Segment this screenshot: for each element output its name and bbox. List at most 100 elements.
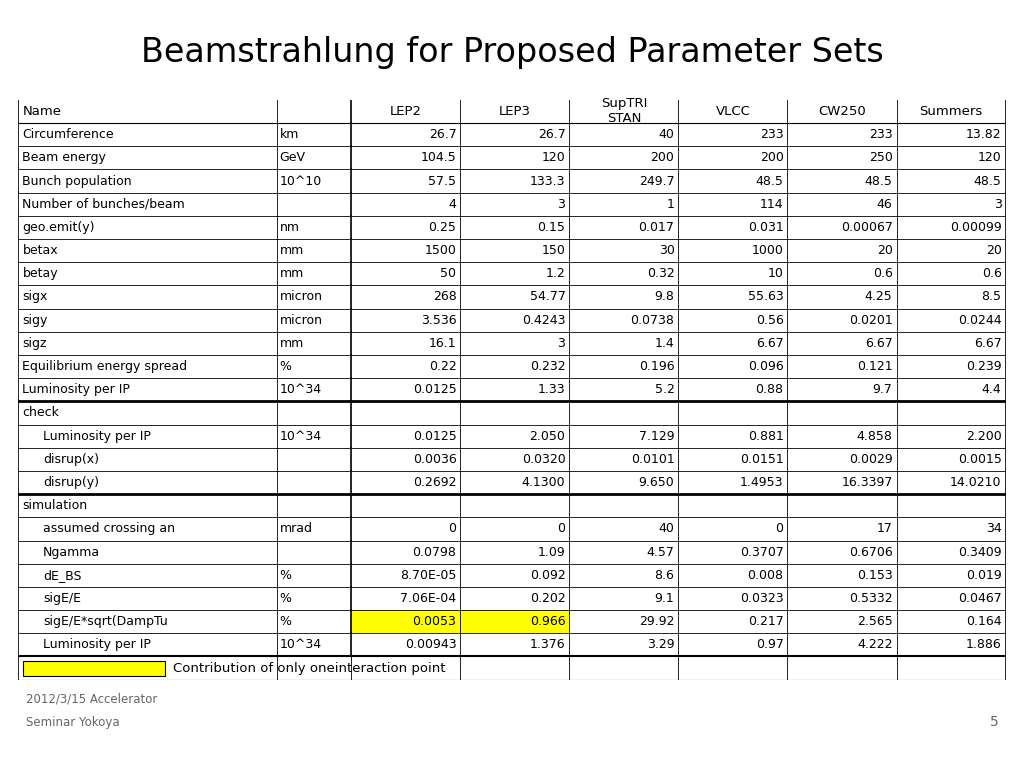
Text: 0.97: 0.97 — [756, 638, 783, 651]
Text: 0.121: 0.121 — [857, 360, 893, 373]
Text: 0.25: 0.25 — [428, 221, 457, 234]
Text: 7.06E-04: 7.06E-04 — [400, 592, 457, 605]
Text: 268: 268 — [433, 290, 457, 303]
Text: 9.8: 9.8 — [654, 290, 675, 303]
Bar — [18, 100, 1006, 123]
Text: 120: 120 — [542, 151, 565, 164]
Bar — [18, 123, 1006, 146]
Text: 200: 200 — [650, 151, 675, 164]
Text: 6.67: 6.67 — [756, 337, 783, 350]
Text: 14.0210: 14.0210 — [950, 476, 1001, 489]
Text: 0.0323: 0.0323 — [740, 592, 783, 605]
Text: dE_BS: dE_BS — [43, 569, 82, 582]
Text: 30: 30 — [658, 244, 675, 257]
Text: 4.858: 4.858 — [857, 429, 893, 442]
Bar — [461, 610, 569, 634]
Text: %: % — [280, 360, 292, 373]
Text: 7.129: 7.129 — [639, 429, 675, 442]
Text: 0.008: 0.008 — [748, 569, 783, 582]
Text: 50: 50 — [440, 267, 457, 280]
Text: 1: 1 — [667, 197, 675, 210]
Text: 5: 5 — [989, 715, 998, 729]
Bar — [18, 332, 1006, 355]
Text: 114: 114 — [760, 197, 783, 210]
Text: simulation: simulation — [23, 499, 87, 512]
Bar — [351, 610, 461, 634]
Text: 133.3: 133.3 — [530, 174, 565, 187]
Bar — [18, 286, 1006, 309]
Text: 0.3707: 0.3707 — [739, 545, 783, 558]
Text: 13.82: 13.82 — [966, 128, 1001, 141]
Text: 55.63: 55.63 — [748, 290, 783, 303]
Text: 0.3409: 0.3409 — [958, 545, 1001, 558]
Text: sigz: sigz — [23, 337, 47, 350]
Text: 0.031: 0.031 — [748, 221, 783, 234]
Text: 10^34: 10^34 — [280, 429, 322, 442]
Text: 16.1: 16.1 — [429, 337, 457, 350]
Text: 0.0029: 0.0029 — [849, 453, 893, 466]
Text: 150: 150 — [542, 244, 565, 257]
Text: 4.222: 4.222 — [857, 638, 893, 651]
Text: 104.5: 104.5 — [421, 151, 457, 164]
Text: Bunch population: Bunch population — [23, 174, 132, 187]
Text: mm: mm — [280, 244, 304, 257]
Text: 0.0151: 0.0151 — [739, 453, 783, 466]
Text: sigx: sigx — [23, 290, 48, 303]
Bar — [18, 193, 1006, 216]
Text: 17: 17 — [877, 522, 893, 535]
Bar — [18, 541, 1006, 564]
Text: 0.092: 0.092 — [529, 569, 565, 582]
Text: 46: 46 — [877, 197, 893, 210]
Text: 8.70E-05: 8.70E-05 — [400, 569, 457, 582]
Text: 0.153: 0.153 — [857, 569, 893, 582]
Text: 48.5: 48.5 — [756, 174, 783, 187]
Text: 10^34: 10^34 — [280, 638, 322, 651]
Text: 20: 20 — [986, 244, 1001, 257]
Text: 10^34: 10^34 — [280, 383, 322, 396]
Text: 4.1300: 4.1300 — [522, 476, 565, 489]
Text: km: km — [280, 128, 299, 141]
Text: 10^10: 10^10 — [280, 174, 322, 187]
Text: Name: Name — [23, 105, 61, 118]
Text: 0.0125: 0.0125 — [413, 383, 457, 396]
Text: 1.4953: 1.4953 — [740, 476, 783, 489]
Text: %: % — [280, 592, 292, 605]
Text: 0.6706: 0.6706 — [849, 545, 893, 558]
Text: 0.164: 0.164 — [966, 615, 1001, 628]
Text: 0.232: 0.232 — [529, 360, 565, 373]
Text: 26.7: 26.7 — [538, 128, 565, 141]
Text: 0.5332: 0.5332 — [849, 592, 893, 605]
Text: mrad: mrad — [280, 522, 312, 535]
Text: disrup(y): disrup(y) — [43, 476, 99, 489]
Text: 1000: 1000 — [752, 244, 783, 257]
Text: 9.1: 9.1 — [654, 592, 675, 605]
Text: 26.7: 26.7 — [429, 128, 457, 141]
Text: 2.200: 2.200 — [966, 429, 1001, 442]
Text: sigE/E: sigE/E — [43, 592, 81, 605]
Bar — [18, 262, 1006, 286]
Text: Seminar Yokoya: Seminar Yokoya — [26, 716, 119, 729]
Bar — [18, 587, 1006, 610]
Text: 1.2: 1.2 — [546, 267, 565, 280]
Text: 0.00943: 0.00943 — [404, 638, 457, 651]
Text: 54.77: 54.77 — [529, 290, 565, 303]
Bar — [18, 494, 1006, 518]
Text: 120: 120 — [978, 151, 1001, 164]
Text: 0.0125: 0.0125 — [413, 429, 457, 442]
Bar — [18, 518, 1006, 541]
Text: 3: 3 — [558, 337, 565, 350]
Text: 4.57: 4.57 — [646, 545, 675, 558]
Text: 0.0320: 0.0320 — [521, 453, 565, 466]
Text: 0.0053: 0.0053 — [413, 615, 457, 628]
Text: mm: mm — [280, 267, 304, 280]
Text: Luminosity per IP: Luminosity per IP — [43, 638, 151, 651]
Text: 4.25: 4.25 — [865, 290, 893, 303]
Text: 40: 40 — [658, 522, 675, 535]
Text: micron: micron — [280, 290, 323, 303]
Text: Circumference: Circumference — [23, 128, 114, 141]
Text: LEP3: LEP3 — [499, 105, 530, 118]
Text: 48.5: 48.5 — [974, 174, 1001, 187]
Text: Beamstrahlung for Proposed Parameter Sets: Beamstrahlung for Proposed Parameter Set… — [140, 36, 884, 69]
Text: 1.4: 1.4 — [654, 337, 675, 350]
Text: 0.196: 0.196 — [639, 360, 675, 373]
